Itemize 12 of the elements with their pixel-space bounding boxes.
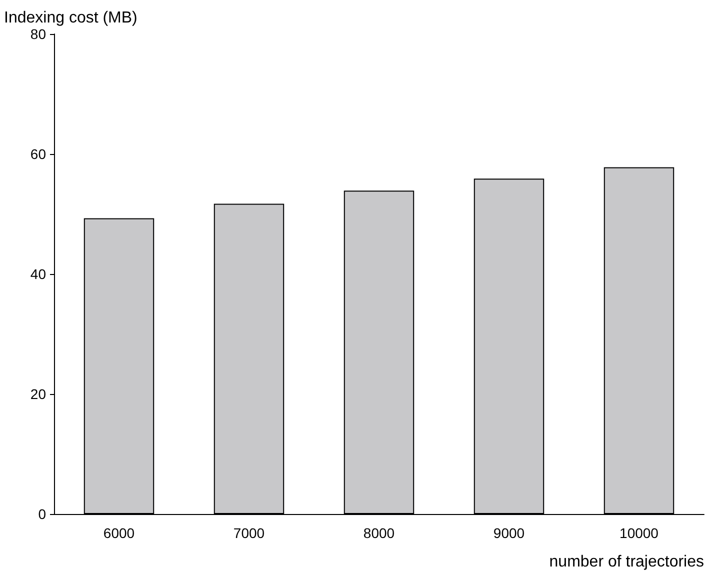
x-tick-label: 9000 <box>493 525 525 541</box>
x-tick-label: 6000 <box>103 525 135 541</box>
y-tick-label: 80 <box>30 26 46 42</box>
x-tick-label: 10000 <box>620 525 659 541</box>
y-tick-label: 20 <box>30 386 46 402</box>
x-tick-label: 8000 <box>363 525 395 541</box>
y-tick-label: 40 <box>30 266 46 282</box>
y-axis-title: Indexing cost (MB) <box>4 10 138 26</box>
y-tick-label: 60 <box>30 146 46 162</box>
y-tick-label: 0 <box>38 506 46 522</box>
x-tick-label: 7000 <box>233 525 265 541</box>
x-axis-title: number of trajectories <box>549 554 704 570</box>
